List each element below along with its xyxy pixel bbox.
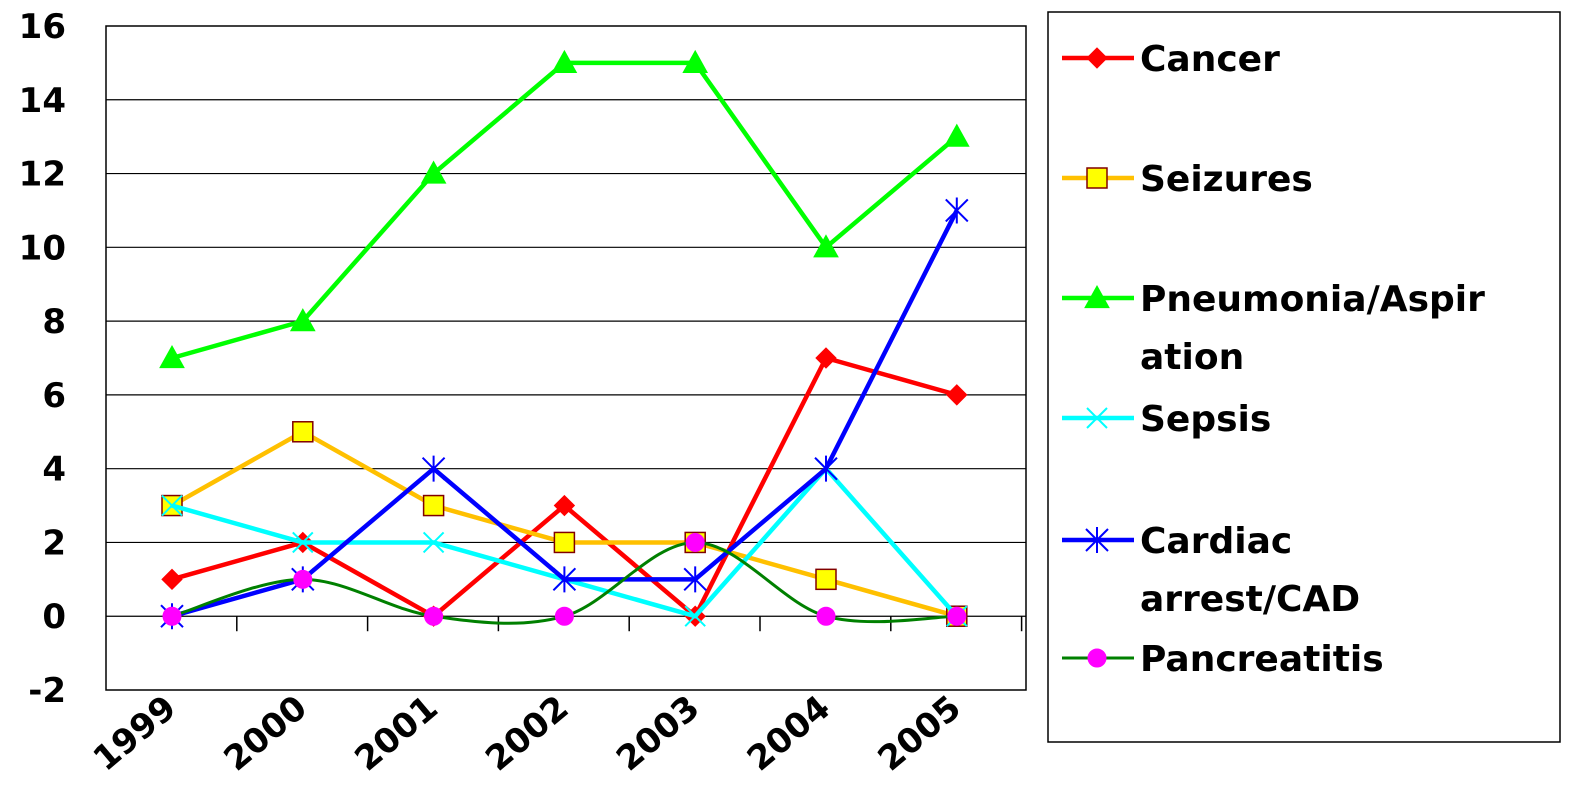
data-point-pneumonia-aspiration bbox=[159, 344, 185, 369]
x-tick-label: 2004 bbox=[740, 688, 838, 779]
data-point-cardiac-arrest-cad bbox=[421, 455, 446, 482]
data-point-pneumonia-aspiration bbox=[943, 123, 970, 147]
data-point-pancreatitis bbox=[816, 606, 836, 626]
legend-label-sepsis: Sepsis bbox=[1140, 399, 1271, 440]
legend: Cancer Seizures Pneumonia/Aspir ation Sepsis… bbox=[1047, 11, 1561, 743]
data-point-cardiac-arrest-cad bbox=[814, 455, 838, 482]
data-point-seizures bbox=[292, 421, 314, 443]
series-pancreatitis bbox=[162, 532, 967, 626]
legend-marker bbox=[1084, 284, 1110, 309]
x-tick-label: 2000 bbox=[217, 688, 315, 779]
data-point-cancer bbox=[161, 568, 183, 591]
legend-item-pancreatitis: Pancreatitis bbox=[1062, 639, 1384, 680]
legend-marker bbox=[1086, 407, 1108, 429]
data-point-pneumonia-aspiration bbox=[813, 234, 839, 258]
x-axis-ticks: 1999 2000 2001 2002 2003 2004 2005 bbox=[86, 688, 969, 779]
legend-label-seizures: Seizures bbox=[1140, 159, 1313, 200]
data-point-pancreatitis bbox=[424, 606, 444, 626]
y-tick-label: 16 bbox=[19, 7, 66, 47]
data-point-sepsis bbox=[161, 494, 183, 517]
legend-label-pneumonia-aspiration: Pneumonia/Aspir bbox=[1140, 279, 1485, 320]
legend-label-cancer: Cancer bbox=[1140, 39, 1280, 80]
x-tick-label: 1999 bbox=[86, 688, 184, 779]
data-point-pneumonia-aspiration bbox=[289, 308, 316, 332]
legend-marker bbox=[1085, 527, 1109, 553]
data-point-cardiac-arrest-cad bbox=[683, 566, 707, 593]
legend-item-sepsis: Sepsis bbox=[1062, 399, 1271, 440]
series-pneumonia-aspiration bbox=[159, 49, 970, 369]
legend-item-cancer: Cancer bbox=[1062, 39, 1280, 80]
x-tick-label: 2001 bbox=[347, 688, 445, 779]
data-point-pneumonia-aspiration bbox=[551, 49, 578, 73]
legend-box bbox=[1047, 11, 1561, 743]
data-point-sepsis bbox=[292, 531, 314, 554]
y-tick-label: 10 bbox=[19, 228, 66, 268]
legend-label-cardiac-arrest-cad: arrest/CAD bbox=[1140, 579, 1360, 620]
series-layer bbox=[159, 49, 970, 630]
data-point-pneumonia-aspiration bbox=[420, 160, 447, 184]
x-tick-label: 2003 bbox=[609, 688, 707, 779]
gridlines bbox=[106, 99, 1026, 617]
y-tick-label: 0 bbox=[42, 597, 66, 637]
y-tick-label: -2 bbox=[28, 671, 66, 711]
y-tick-label: 4 bbox=[42, 450, 66, 490]
legend-marker bbox=[1086, 167, 1108, 189]
data-point-cancer bbox=[553, 494, 576, 517]
y-tick-label: 14 bbox=[19, 81, 66, 121]
y-axis-ticks: 16 14 12 10 8 6 4 2 0 -2 bbox=[19, 7, 66, 711]
data-point-sepsis bbox=[684, 605, 706, 627]
legend-item-cardiac-arrest-cad: Cardiac arrest/CAD bbox=[1062, 521, 1360, 620]
data-point-cardiac-arrest-cad bbox=[945, 197, 969, 224]
data-point-seizures bbox=[553, 531, 576, 554]
legend-label-pancreatitis: Pancreatitis bbox=[1140, 639, 1384, 680]
data-point-cancer bbox=[815, 347, 837, 369]
data-point-pneumonia-aspiration bbox=[682, 49, 709, 73]
data-point-pancreatitis bbox=[947, 606, 967, 626]
legend-label-cardiac-arrest-cad: Cardiac bbox=[1140, 521, 1292, 562]
legend-item-pneumonia-aspiration: Pneumonia/Aspir ation bbox=[1062, 279, 1485, 378]
y-tick-label: 2 bbox=[42, 523, 66, 563]
y-tick-label: 8 bbox=[42, 302, 66, 342]
legend-marker bbox=[1087, 648, 1107, 668]
data-point-pancreatitis bbox=[293, 569, 313, 589]
x-tick-label: 2005 bbox=[871, 688, 969, 779]
data-point-cardiac-arrest-cad bbox=[552, 566, 577, 593]
x-tick-label: 2002 bbox=[478, 688, 576, 779]
y-tick-label: 12 bbox=[19, 155, 66, 195]
data-point-sepsis bbox=[422, 531, 445, 554]
data-point-pancreatitis bbox=[554, 606, 574, 626]
data-point-pancreatitis bbox=[685, 532, 705, 552]
data-point-pancreatitis bbox=[162, 606, 182, 626]
legend-marker bbox=[1086, 47, 1108, 69]
data-point-cancer bbox=[946, 384, 968, 406]
legend-label-pneumonia-aspiration: ation bbox=[1140, 337, 1244, 378]
data-point-seizures bbox=[422, 494, 445, 517]
legend-item-seizures: Seizures bbox=[1062, 159, 1313, 200]
data-point-seizures bbox=[815, 568, 837, 591]
y-tick-label: 6 bbox=[42, 376, 66, 416]
